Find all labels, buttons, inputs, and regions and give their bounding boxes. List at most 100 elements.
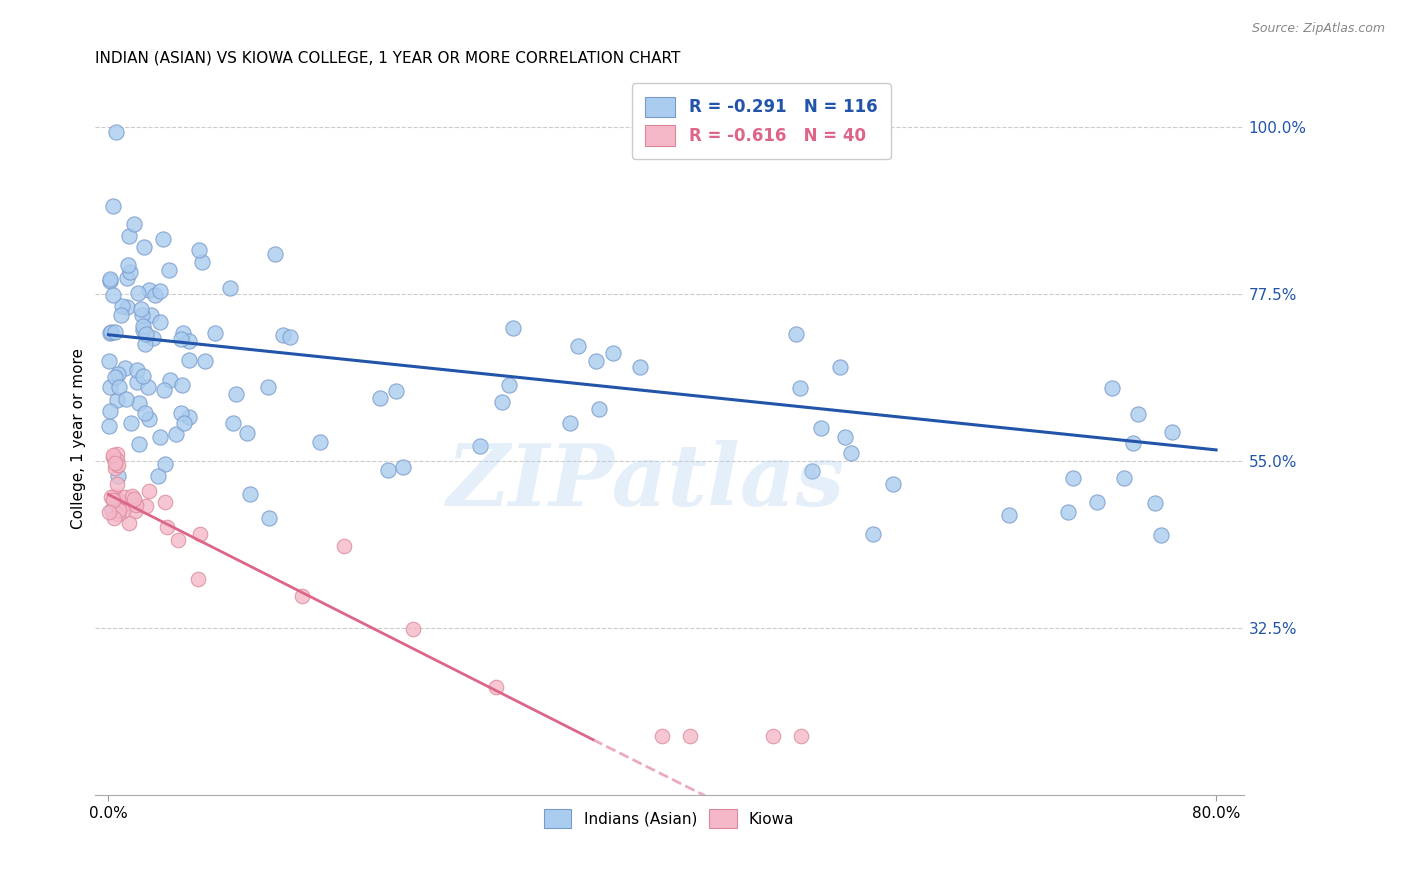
Point	[103, 448, 125, 462]
Point	[1122, 436, 1144, 450]
Point	[108, 380, 131, 394]
Point	[107, 468, 129, 483]
Point	[155, 457, 177, 471]
Point	[135, 327, 157, 342]
Point	[368, 391, 391, 405]
Point	[157, 263, 180, 277]
Point	[145, 288, 167, 302]
Point	[101, 288, 124, 302]
Point	[291, 589, 314, 603]
Point	[98, 505, 121, 519]
Point	[392, 459, 415, 474]
Point	[173, 416, 195, 430]
Point	[125, 363, 148, 377]
Point	[98, 404, 121, 418]
Point	[111, 299, 134, 313]
Point	[103, 493, 125, 508]
Point	[204, 326, 226, 340]
Point	[170, 332, 193, 346]
Point	[117, 300, 139, 314]
Point	[100, 490, 122, 504]
Text: Source: ZipAtlas.com: Source: ZipAtlas.com	[1251, 22, 1385, 36]
Point	[127, 375, 149, 389]
Point	[187, 572, 209, 586]
Point	[567, 338, 589, 352]
Point	[135, 499, 157, 513]
Text: INDIAN (ASIAN) VS KIOWA COLLEGE, 1 YEAR OR MORE CORRELATION CHART: INDIAN (ASIAN) VS KIOWA COLLEGE, 1 YEAR …	[94, 51, 681, 66]
Point	[100, 325, 122, 339]
Point	[107, 367, 129, 381]
Point	[485, 680, 508, 694]
Point	[236, 426, 259, 441]
Point	[152, 231, 174, 245]
Point	[271, 327, 294, 342]
Point	[239, 486, 262, 500]
Point	[98, 380, 121, 394]
Point	[110, 308, 132, 322]
Point	[558, 416, 581, 430]
Point	[97, 419, 120, 434]
Point	[115, 497, 138, 511]
Point	[149, 284, 172, 298]
Point	[129, 301, 152, 316]
Point	[1126, 407, 1149, 421]
Point	[124, 218, 146, 232]
Point	[98, 354, 121, 368]
Point	[105, 393, 128, 408]
Point	[132, 240, 155, 254]
Point	[190, 527, 212, 541]
Point	[280, 330, 302, 344]
Point	[785, 327, 807, 342]
Point	[136, 379, 159, 393]
Point	[100, 326, 122, 340]
Point	[170, 406, 193, 420]
Point	[124, 504, 146, 518]
Point	[138, 484, 160, 499]
Point	[177, 409, 200, 424]
Point	[762, 729, 785, 743]
Point	[120, 416, 142, 430]
Point	[679, 729, 702, 743]
Point	[105, 125, 128, 139]
Point	[1160, 425, 1182, 439]
Point	[105, 476, 128, 491]
Point	[498, 377, 520, 392]
Point	[101, 492, 124, 507]
Point	[153, 495, 176, 509]
Point	[187, 243, 209, 257]
Point	[105, 447, 128, 461]
Point	[402, 622, 425, 636]
Point	[170, 378, 193, 392]
Point	[105, 453, 128, 467]
Point	[377, 463, 399, 477]
Point	[257, 510, 280, 524]
Point	[134, 337, 156, 351]
Point	[112, 504, 135, 518]
Point	[385, 384, 408, 399]
Point	[125, 499, 148, 513]
Point	[1114, 471, 1136, 485]
Point	[257, 380, 280, 394]
Point	[862, 527, 884, 541]
Point	[588, 402, 610, 417]
Point	[839, 446, 862, 460]
Point	[107, 492, 129, 507]
Point	[104, 489, 127, 503]
Point	[138, 412, 160, 426]
Point	[156, 520, 179, 534]
Point	[810, 421, 832, 435]
Point	[333, 540, 356, 554]
Point	[131, 368, 153, 383]
Point	[1062, 471, 1084, 485]
Point	[834, 430, 856, 444]
Point	[104, 461, 127, 475]
Point	[118, 516, 141, 531]
Point	[117, 258, 139, 272]
Point	[602, 346, 624, 360]
Text: ZIPatlas: ZIPatlas	[447, 440, 845, 524]
Point	[263, 247, 285, 261]
Point	[167, 533, 190, 548]
Point	[138, 283, 160, 297]
Point	[1056, 505, 1078, 519]
Point	[585, 354, 607, 368]
